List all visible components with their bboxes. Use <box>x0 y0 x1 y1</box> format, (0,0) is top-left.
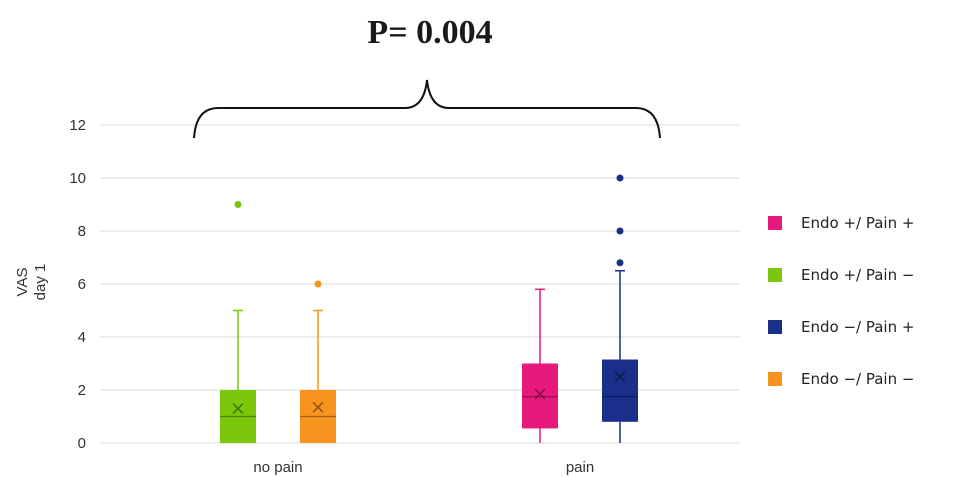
y-tick-label: 8 <box>78 223 86 240</box>
legend-swatch <box>768 320 782 334</box>
outlier-point <box>616 259 624 267</box>
legend: Endo +/ Pain + Endo +/ Pain − Endo −/ Pa… <box>768 210 914 418</box>
outlier-point <box>616 227 624 235</box>
mean-marker <box>534 388 546 400</box>
y-tick-label: 2 <box>78 382 86 399</box>
legend-item-endo-pos-pain-neg: Endo +/ Pain − <box>768 262 914 288</box>
y-axis-label-line-1: VAS <box>14 268 31 297</box>
y-tick-label: 4 <box>78 329 86 346</box>
legend-label: Endo +/ Pain − <box>801 266 915 284</box>
y-tick-label: 12 <box>69 117 86 134</box>
legend-item-endo-neg-pain-pos: Endo −/ Pain + <box>768 314 914 340</box>
box-no-pain-1 <box>300 280 336 443</box>
outlier-point <box>234 201 242 208</box>
y-axis-label-line-2: day 1 <box>32 264 49 301</box>
legend-label: Endo +/ Pain + <box>801 214 915 232</box>
y-tick-label: 10 <box>69 170 86 187</box>
mean-marker <box>232 403 244 415</box>
box-series <box>220 174 638 443</box>
mean-marker <box>614 371 626 383</box>
box-body <box>522 363 558 429</box>
legend-swatch <box>768 372 782 386</box>
x-tick-label: no pain <box>253 459 302 476</box>
comparison-brace <box>193 79 661 139</box>
mean-marker <box>312 401 324 413</box>
legend-item-endo-pos-pain-pos: Endo +/ Pain + <box>768 210 914 236</box>
outlier-point <box>616 174 624 182</box>
box-pain-1 <box>602 174 638 443</box>
x-axis: no pain pain <box>253 459 594 476</box>
grid-lines <box>100 124 740 444</box>
legend-item-endo-neg-pain-neg: Endo −/ Pain − <box>768 366 914 392</box>
legend-label: Endo −/ Pain − <box>801 370 915 388</box>
legend-label: Endo −/ Pain + <box>801 318 915 336</box>
legend-swatch <box>768 216 782 230</box>
box-body <box>602 359 638 422</box>
y-tick-label: 6 <box>78 276 86 293</box>
box-body <box>300 390 336 443</box>
y-tick-label: 0 <box>78 435 86 452</box>
box-body <box>220 390 256 443</box>
outlier-point <box>314 280 322 288</box>
y-axis: 0 2 4 6 8 10 12 <box>69 117 86 452</box>
box-no-pain-0 <box>220 201 256 443</box>
box-pain-0 <box>522 288 558 443</box>
legend-swatch <box>768 268 782 282</box>
p-value-annotation: P= 0.004 <box>367 14 493 51</box>
x-tick-label: pain <box>566 459 594 476</box>
